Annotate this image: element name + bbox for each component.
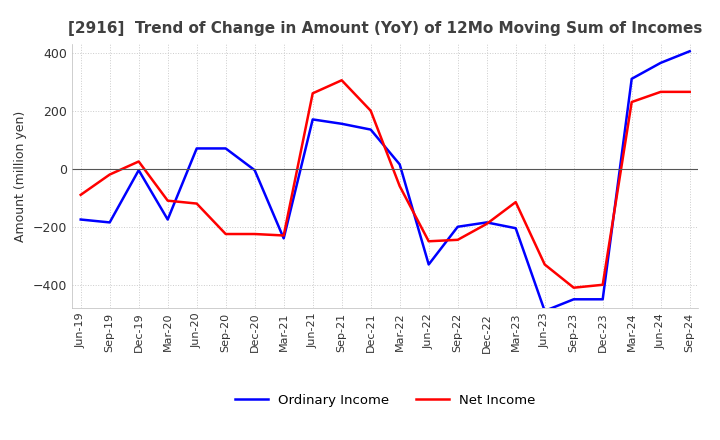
Net Income xyxy=(570,285,578,290)
Net Income xyxy=(657,89,665,95)
Ordinary Income xyxy=(598,297,607,302)
Ordinary Income xyxy=(627,76,636,81)
Ordinary Income xyxy=(105,220,114,225)
Net Income xyxy=(511,199,520,205)
Net Income xyxy=(627,99,636,105)
Title: [2916]  Trend of Change in Amount (YoY) of 12Mo Moving Sum of Incomes: [2916] Trend of Change in Amount (YoY) o… xyxy=(68,21,703,36)
Ordinary Income xyxy=(424,262,433,267)
Net Income xyxy=(338,77,346,83)
Net Income xyxy=(105,172,114,177)
Ordinary Income xyxy=(192,146,201,151)
Ordinary Income xyxy=(366,127,375,132)
Ordinary Income xyxy=(308,117,317,122)
Ordinary Income xyxy=(570,297,578,302)
Net Income xyxy=(685,89,694,95)
Net Income xyxy=(454,237,462,242)
Net Income xyxy=(76,192,85,198)
Ordinary Income xyxy=(541,308,549,314)
Line: Net Income: Net Income xyxy=(81,80,690,288)
Net Income xyxy=(598,282,607,287)
Y-axis label: Amount (million yen): Amount (million yen) xyxy=(14,110,27,242)
Net Income xyxy=(366,108,375,114)
Net Income xyxy=(541,262,549,267)
Net Income xyxy=(424,238,433,244)
Line: Ordinary Income: Ordinary Income xyxy=(81,51,690,311)
Net Income xyxy=(308,91,317,96)
Net Income xyxy=(163,198,172,203)
Ordinary Income xyxy=(221,146,230,151)
Net Income xyxy=(395,183,404,189)
Net Income xyxy=(482,221,491,227)
Net Income xyxy=(221,231,230,237)
Ordinary Income xyxy=(135,168,143,173)
Ordinary Income xyxy=(163,217,172,222)
Ordinary Income xyxy=(251,168,259,173)
Ordinary Income xyxy=(657,60,665,66)
Ordinary Income xyxy=(454,224,462,229)
Ordinary Income xyxy=(76,217,85,222)
Net Income xyxy=(279,233,288,238)
Net Income xyxy=(192,201,201,206)
Net Income xyxy=(135,159,143,164)
Ordinary Income xyxy=(482,220,491,225)
Net Income xyxy=(251,231,259,237)
Ordinary Income xyxy=(511,226,520,231)
Ordinary Income xyxy=(279,236,288,241)
Ordinary Income xyxy=(338,121,346,126)
Ordinary Income xyxy=(395,162,404,167)
Ordinary Income xyxy=(685,48,694,54)
Legend: Ordinary Income, Net Income: Ordinary Income, Net Income xyxy=(230,389,541,412)
